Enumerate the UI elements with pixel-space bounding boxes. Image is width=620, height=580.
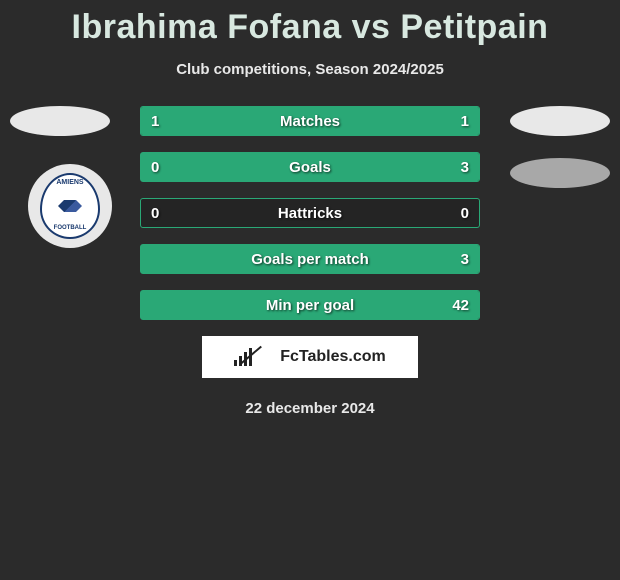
crest-text-top: AMIENS: [56, 179, 83, 186]
stat-bars: 1 Matches 1 0 Goals 3 0 Hattricks 0 Goals per mat…: [140, 106, 480, 320]
stat-value-right: 3: [461, 251, 469, 268]
stat-value-right: 0: [461, 205, 469, 222]
footer-logo: FcTables.com: [234, 348, 386, 366]
player-left-badge-1: [10, 106, 110, 136]
stat-row: Min per goal 42: [140, 290, 480, 320]
footer-brand-text: FcTables.com: [280, 348, 386, 366]
crest-logo-icon: [55, 196, 85, 216]
stat-value-right: 3: [461, 159, 469, 176]
club-crest-left: AMIENS FOOTBALL: [28, 164, 112, 248]
page-title: Ibrahima Fofana vs Petitpain: [0, 0, 620, 47]
stat-value-left: 0: [151, 205, 159, 222]
page-subtitle: Club competitions, Season 2024/2025: [0, 61, 620, 78]
stat-value-left: 0: [151, 159, 159, 176]
player-right-badge-2: [510, 158, 610, 188]
stat-row: 0 Goals 3: [140, 152, 480, 182]
stat-label: Goals per match: [251, 251, 369, 268]
stat-label: Goals: [289, 159, 331, 176]
stat-label: Hattricks: [278, 205, 342, 222]
stat-row: Goals per match 3: [140, 244, 480, 274]
footer-arrow-icon: [256, 348, 274, 366]
club-crest-shield: AMIENS FOOTBALL: [40, 173, 100, 239]
footer-date: 22 december 2024: [0, 400, 620, 417]
stat-label: Min per goal: [266, 297, 354, 314]
stats-container: AMIENS FOOTBALL 1 Matches 1 0 Goals 3 0 Hattric…: [0, 106, 620, 320]
stat-value-right: 1: [461, 113, 469, 130]
stat-label: Matches: [280, 113, 340, 130]
player-right-badge-1: [510, 106, 610, 136]
stat-row: 1 Matches 1: [140, 106, 480, 136]
stat-value-left: 1: [151, 113, 159, 130]
footer-brand-box: FcTables.com: [202, 336, 418, 378]
stat-value-right: 42: [452, 297, 469, 314]
crest-text-bottom: FOOTBALL: [54, 225, 87, 231]
stat-row: 0 Hattricks 0: [140, 198, 480, 228]
